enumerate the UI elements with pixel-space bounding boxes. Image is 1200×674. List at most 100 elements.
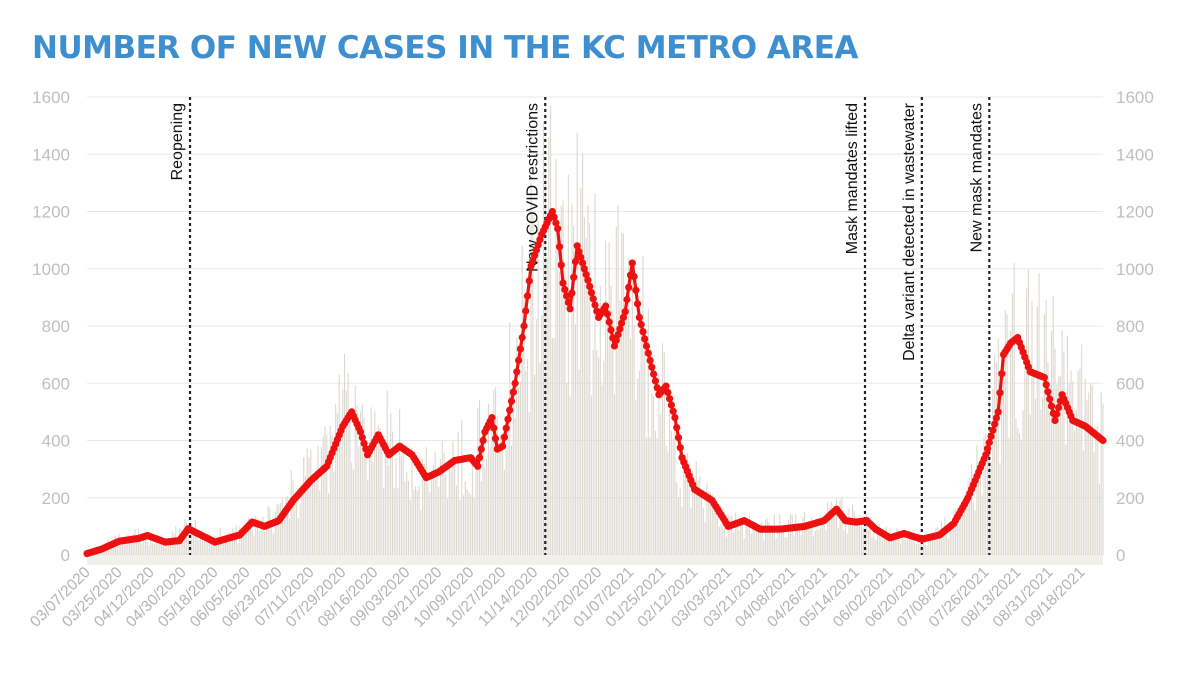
daily-bar xyxy=(1036,306,1038,555)
daily-bar xyxy=(182,538,184,555)
daily-bar xyxy=(194,519,196,555)
trend-point xyxy=(625,283,633,291)
daily-bar xyxy=(676,482,678,555)
daily-bar xyxy=(542,121,545,555)
daily-bar xyxy=(658,375,660,555)
daily-bar xyxy=(930,537,932,555)
daily-bar xyxy=(223,543,225,555)
daily-bar xyxy=(1022,410,1024,555)
trend-point xyxy=(612,336,620,344)
trend-point xyxy=(360,439,368,447)
daily-bar xyxy=(834,507,836,555)
daily-bar xyxy=(278,504,280,555)
daily-bar xyxy=(304,475,307,555)
daily-bar xyxy=(468,492,470,555)
daily-bar xyxy=(105,547,108,555)
daily-bar xyxy=(629,338,632,555)
trend-point xyxy=(676,444,684,452)
daily-bar xyxy=(763,539,765,555)
daily-bar xyxy=(1095,427,1097,555)
daily-bar xyxy=(139,534,141,555)
trend-point xyxy=(570,273,578,281)
daily-bar xyxy=(1031,301,1033,555)
daily-bar xyxy=(864,522,866,555)
daily-bar xyxy=(1084,378,1086,555)
daily-bar xyxy=(418,485,420,555)
daily-bar xyxy=(752,527,754,555)
daily-bar xyxy=(873,525,875,555)
daily-bar xyxy=(388,464,390,555)
trend-point xyxy=(650,370,658,378)
daily-bar xyxy=(411,447,413,555)
y-tick-label-left: 200 xyxy=(42,489,70,508)
daily-bar xyxy=(590,395,592,555)
daily-bar xyxy=(855,516,857,555)
daily-bar xyxy=(267,505,269,555)
daily-bar xyxy=(628,257,630,555)
daily-bar xyxy=(635,399,637,555)
daily-bar xyxy=(235,525,237,555)
daily-bar xyxy=(780,533,783,555)
daily-bar xyxy=(471,461,473,555)
daily-bar xyxy=(152,542,154,555)
daily-bar xyxy=(232,528,234,555)
daily-bar xyxy=(487,403,489,555)
daily-bar xyxy=(166,542,168,555)
daily-bar xyxy=(960,517,962,555)
daily-bar xyxy=(336,412,338,555)
daily-bar xyxy=(997,339,999,555)
daily-bar xyxy=(528,412,530,555)
daily-bar xyxy=(919,544,921,555)
daily-bar xyxy=(571,203,573,555)
daily-bar xyxy=(283,508,285,555)
daily-bar xyxy=(123,543,125,555)
daily-bar xyxy=(1013,262,1015,555)
daily-bar xyxy=(413,489,415,555)
daily-bar xyxy=(1065,444,1067,555)
daily-bar xyxy=(724,511,726,555)
daily-bar xyxy=(169,539,172,555)
daily-bar xyxy=(130,535,132,555)
daily-bar xyxy=(567,174,569,555)
daily-bar xyxy=(494,387,497,555)
daily-bar xyxy=(239,526,241,555)
daily-bar xyxy=(715,503,717,555)
daily-bar xyxy=(324,426,326,555)
daily-bar xyxy=(841,496,843,555)
daily-bar xyxy=(1001,391,1003,555)
trend-point xyxy=(554,225,562,233)
daily-bar xyxy=(717,517,719,555)
daily-bar xyxy=(578,369,580,555)
trend-point xyxy=(522,307,530,315)
daily-bar xyxy=(653,394,655,555)
daily-bar xyxy=(406,472,408,555)
daily-bar xyxy=(867,529,870,555)
daily-bar xyxy=(455,485,458,555)
daily-bar xyxy=(786,537,788,555)
daily-bar xyxy=(853,511,855,555)
trend-point xyxy=(564,298,573,306)
daily-bar xyxy=(308,457,310,555)
daily-bar xyxy=(409,499,411,555)
daily-bar xyxy=(688,461,690,555)
daily-bar xyxy=(937,527,939,555)
trend-point xyxy=(587,289,596,297)
daily-bar xyxy=(525,370,527,555)
daily-bar xyxy=(670,431,672,555)
daily-bar xyxy=(963,504,966,555)
daily-bar xyxy=(168,537,170,555)
daily-bar xyxy=(1070,370,1072,555)
daily-bar xyxy=(573,226,575,555)
daily-bar xyxy=(379,427,381,555)
daily-bar xyxy=(475,458,477,555)
trend-point xyxy=(479,436,487,445)
daily-bar xyxy=(233,538,235,555)
daily-bar xyxy=(1049,413,1051,555)
daily-bar xyxy=(1024,359,1026,555)
daily-bar xyxy=(1081,344,1083,555)
daily-bar xyxy=(823,519,825,555)
trend-point xyxy=(513,368,521,376)
daily-bar xyxy=(757,528,759,555)
y-tick-label-right: 600 xyxy=(1116,374,1144,393)
